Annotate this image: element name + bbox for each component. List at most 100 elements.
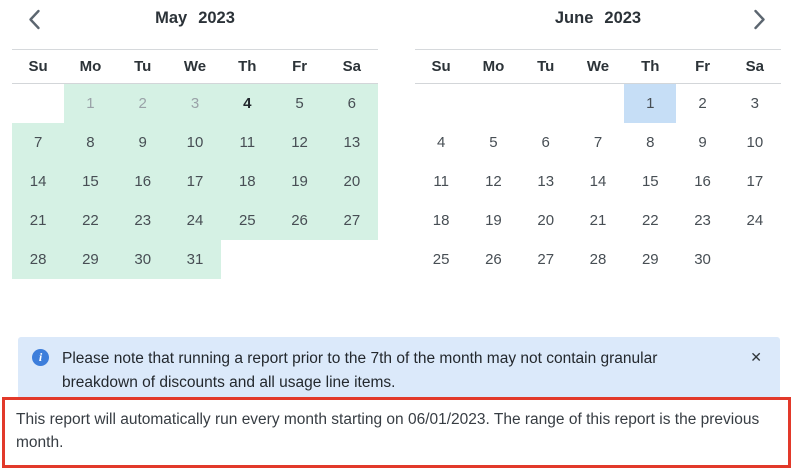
banner-close-button[interactable]: ✕ xyxy=(746,348,766,367)
june-day-28[interactable]: 28 xyxy=(589,251,607,268)
chevron-right-icon xyxy=(753,9,765,29)
june-day-16[interactable]: 16 xyxy=(694,173,711,190)
may-day-9[interactable]: 9 xyxy=(116,123,169,162)
june-day-29[interactable]: 29 xyxy=(641,251,659,268)
june-day-2[interactable]: 2 xyxy=(698,95,707,112)
may-day-31[interactable]: 31 xyxy=(168,240,222,279)
next-month-button[interactable] xyxy=(745,5,773,33)
june-day-15[interactable]: 15 xyxy=(641,173,659,190)
june-day-27[interactable]: 27 xyxy=(537,251,555,268)
chevron-left-icon xyxy=(28,9,40,29)
june-day-25[interactable]: 25 xyxy=(432,251,450,268)
may-day-21[interactable]: 21 xyxy=(12,201,65,240)
empty-day-cell xyxy=(415,84,467,123)
may-day-1[interactable]: 1 xyxy=(64,84,117,123)
month-label: May xyxy=(155,9,188,27)
june-day-11[interactable]: 11 xyxy=(433,173,449,190)
schedule-note: This report will automatically run every… xyxy=(2,397,791,468)
may-day-2[interactable]: 2 xyxy=(116,84,169,123)
june-day-13[interactable]: 13 xyxy=(537,173,555,190)
weekday-label: Tu xyxy=(134,58,152,75)
weekday-label: Th xyxy=(238,58,257,75)
june-day-18[interactable]: 18 xyxy=(432,212,450,229)
may-day-24[interactable]: 24 xyxy=(168,201,222,240)
may-day-29[interactable]: 29 xyxy=(64,240,117,279)
may-day-27[interactable]: 27 xyxy=(325,201,378,240)
june-day-7[interactable]: 7 xyxy=(593,134,603,151)
may-day-7[interactable]: 7 xyxy=(12,123,65,162)
weekday-label: We xyxy=(586,58,610,75)
empty-day-cell xyxy=(273,240,325,279)
june-day-30[interactable]: 30 xyxy=(694,251,711,268)
june-day-21[interactable]: 21 xyxy=(589,212,607,229)
june-day-24[interactable]: 24 xyxy=(746,212,764,229)
june-day-6[interactable]: 6 xyxy=(541,134,550,151)
day-grid: 1 2 3 4 5 6 7 8 9 10 11 12 13 14 15 16 17 18 19 20 21 22 23 24 2… xyxy=(415,84,781,279)
weekday-label: Fr xyxy=(695,58,711,75)
empty-day-cell xyxy=(729,240,781,279)
may-day-18[interactable]: 18 xyxy=(221,162,274,201)
june-day-12[interactable]: 12 xyxy=(485,173,502,190)
may-day-23[interactable]: 23 xyxy=(116,201,169,240)
june-day-3[interactable]: 3 xyxy=(750,95,760,112)
empty-day-cell xyxy=(221,240,273,279)
year-label: 2023 xyxy=(198,9,235,27)
schedule-note-text: This report will automatically run every… xyxy=(16,411,760,452)
june-day-23[interactable]: 23 xyxy=(694,212,711,229)
june-day-14[interactable]: 14 xyxy=(589,173,607,190)
month-title: June 2023 xyxy=(415,0,781,50)
may-day-15[interactable]: 15 xyxy=(64,162,117,201)
may-day-12[interactable]: 12 xyxy=(273,123,326,162)
may-day-8[interactable]: 8 xyxy=(64,123,117,162)
weekday-header: Su Mo Tu We Th Fr Sa xyxy=(415,50,781,84)
may-day-16[interactable]: 16 xyxy=(116,162,169,201)
may-day-14[interactable]: 14 xyxy=(12,162,65,201)
june-day-10[interactable]: 10 xyxy=(746,134,764,151)
may-day-11[interactable]: 11 xyxy=(221,123,274,162)
day-grid: 1 2 3 4 5 6 7 8 9 10 11 12 13 14 15 16 17 18 19 20 21 22 23 24 2… xyxy=(12,84,378,279)
empty-day-cell xyxy=(572,84,624,123)
may-day-25[interactable]: 25 xyxy=(221,201,274,240)
weekday-label: Tu xyxy=(537,58,555,75)
june-day-19[interactable]: 19 xyxy=(485,212,502,229)
empty-day-cell xyxy=(520,84,572,123)
may-day-10[interactable]: 10 xyxy=(168,123,222,162)
empty-day-cell xyxy=(12,84,64,123)
may-day-13[interactable]: 13 xyxy=(325,123,378,162)
may-day-20[interactable]: 20 xyxy=(325,162,378,201)
empty-day-cell xyxy=(326,240,378,279)
june-day-9[interactable]: 9 xyxy=(698,134,707,151)
may-day-5[interactable]: 5 xyxy=(273,84,326,123)
info-banner: i Please note that running a report prio… xyxy=(18,337,780,407)
june-day-5[interactable]: 5 xyxy=(489,134,498,151)
may-day-26[interactable]: 26 xyxy=(273,201,326,240)
june-day-17[interactable]: 17 xyxy=(746,173,764,190)
month-label: June xyxy=(554,9,594,27)
prev-month-button[interactable] xyxy=(20,5,48,33)
may-day-6[interactable]: 6 xyxy=(325,84,378,123)
may-day-22[interactable]: 22 xyxy=(64,201,117,240)
may-day-17[interactable]: 17 xyxy=(168,162,222,201)
weekday-label: Su xyxy=(431,58,451,75)
may-day-19[interactable]: 19 xyxy=(273,162,326,201)
june-day-8[interactable]: 8 xyxy=(646,134,655,151)
may-day-28[interactable]: 28 xyxy=(12,240,65,279)
weekday-label: Sa xyxy=(342,58,362,75)
june-day-26[interactable]: 26 xyxy=(485,251,502,268)
june-day-4[interactable]: 4 xyxy=(436,134,446,151)
june-day-22[interactable]: 22 xyxy=(641,212,659,229)
june-day-20[interactable]: 20 xyxy=(537,212,555,229)
weekday-label: Su xyxy=(28,58,48,75)
weekday-label: We xyxy=(183,58,207,75)
calendar-may: May 2023 Su Mo Tu We Th Fr Sa 1 2 3 4 5 6 7 8 9 10 11 12 1… xyxy=(12,0,378,279)
banner-message: Please note that running a report prior … xyxy=(62,350,658,392)
may-day-30[interactable]: 30 xyxy=(116,240,169,279)
may-day-3[interactable]: 3 xyxy=(168,84,222,123)
weekday-header: Su Mo Tu We Th Fr Sa xyxy=(12,50,378,84)
weekday-label: Th xyxy=(641,58,660,75)
june-day-1[interactable]: 1 xyxy=(624,84,677,123)
calendar-june: June 2023 Su Mo Tu We Th Fr Sa 1 2 3 4 5 6 7 8 9 10 11 12… xyxy=(415,0,781,279)
may-day-4[interactable]: 4 xyxy=(221,84,274,123)
weekday-label: Sa xyxy=(745,58,765,75)
info-icon: i xyxy=(32,349,49,366)
